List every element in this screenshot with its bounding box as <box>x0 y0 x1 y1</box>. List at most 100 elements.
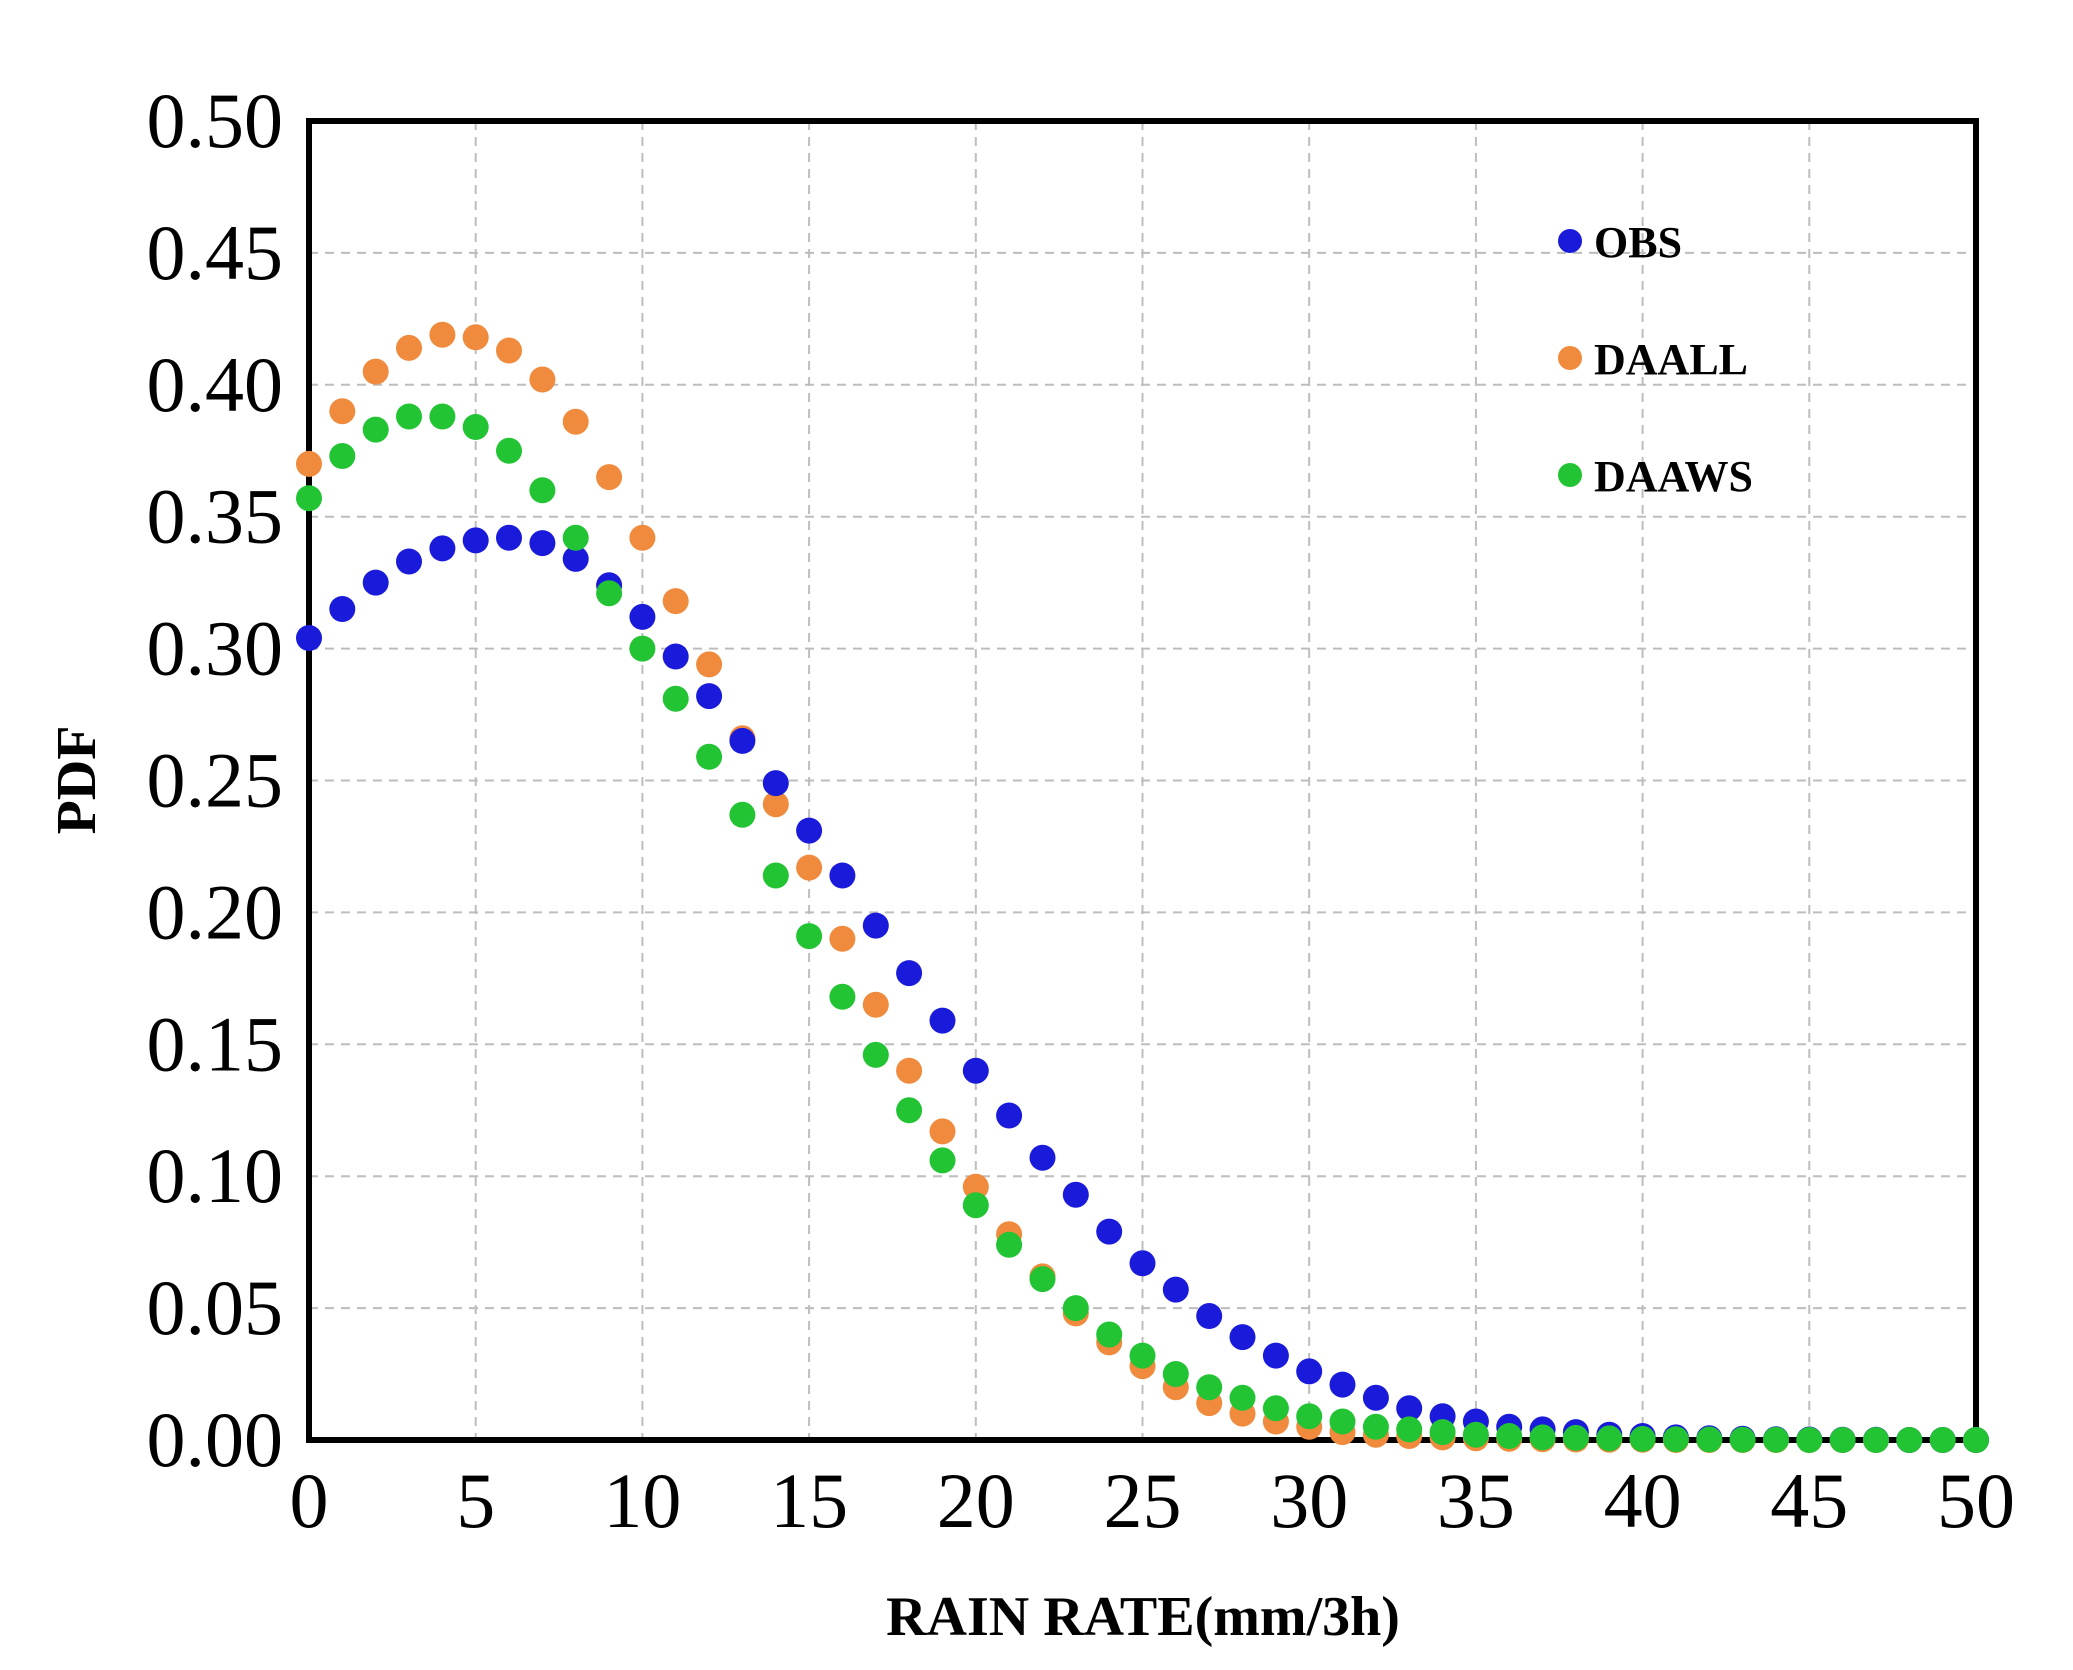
point-obs <box>929 1007 956 1034</box>
point-obs <box>1362 1384 1389 1411</box>
legend: OBS DAALL DAAWS <box>1558 218 1753 501</box>
point-daall <box>396 334 422 361</box>
point-daaws <box>762 862 789 889</box>
point-daall <box>762 791 789 818</box>
point-daaws <box>1329 1408 1356 1435</box>
point-daall <box>562 408 589 435</box>
x-axis-title: RAIN RATE(mm/3h) <box>886 1586 1400 1648</box>
y-tick-label: 0.10 <box>147 1132 284 1219</box>
point-daall <box>329 398 356 425</box>
point-daaws <box>496 437 522 464</box>
y-tick-label: 0.20 <box>147 868 284 955</box>
point-obs <box>329 596 356 622</box>
y-tick-labels: 0.00 0.05 0.10 0.15 0.20 0.25 0.30 0.35 0.40 0.45… <box>147 77 284 1483</box>
point-daaws <box>1162 1361 1189 1387</box>
point-daaws <box>429 403 456 430</box>
point-daaws <box>629 635 656 662</box>
x-tick-label: 30 <box>1270 1457 1348 1544</box>
point-daaws <box>1296 1403 1323 1430</box>
point-daaws <box>1429 1419 1456 1446</box>
point-obs <box>396 548 422 575</box>
point-daall <box>462 324 489 351</box>
point-obs <box>629 603 656 630</box>
point-obs <box>1162 1276 1189 1303</box>
point-daaws <box>1196 1374 1223 1401</box>
point-obs <box>562 545 589 572</box>
point-obs <box>1329 1371 1356 1398</box>
point-daall <box>529 366 556 393</box>
point-daaws <box>596 580 623 607</box>
x-tick-label: 40 <box>1604 1457 1682 1544</box>
point-daaws <box>396 403 422 430</box>
point-daaws <box>1496 1423 1523 1449</box>
point-obs <box>529 530 556 557</box>
point-daaws <box>1896 1427 1923 1453</box>
series-daaws <box>296 403 1989 1453</box>
legend-marker-daall <box>1558 346 1582 370</box>
point-daall <box>796 854 823 881</box>
point-daall <box>896 1057 923 1084</box>
x-tick-labels: 0 5 10 15 20 25 30 35 40 45 50 <box>290 1457 2016 1544</box>
point-daaws <box>329 443 356 469</box>
point-obs <box>829 862 856 889</box>
point-obs <box>429 535 456 562</box>
point-daaws <box>1629 1425 1656 1452</box>
y-tick-label: 0.45 <box>147 209 284 296</box>
legend-marker-daaws <box>1558 463 1582 487</box>
legend-item-daaws: DAAWS <box>1558 452 1753 501</box>
point-obs <box>862 912 889 939</box>
legend-label: OBS <box>1594 218 1682 267</box>
point-daaws <box>1863 1427 1889 1453</box>
point-obs <box>362 569 389 596</box>
point-daall <box>629 524 656 551</box>
point-daall <box>596 464 623 491</box>
point-daall <box>862 991 889 1018</box>
point-daaws <box>1262 1395 1289 1422</box>
x-tick-label: 25 <box>1104 1457 1182 1544</box>
point-daall <box>662 588 689 615</box>
point-daaws <box>1529 1424 1556 1451</box>
point-daaws <box>896 1097 923 1124</box>
point-obs <box>1062 1181 1089 1208</box>
point-daaws <box>296 485 322 512</box>
point-daall <box>496 337 522 364</box>
grid <box>309 121 1976 1440</box>
point-daaws <box>1763 1426 1789 1453</box>
point-daall <box>296 450 322 477</box>
point-daaws <box>929 1147 956 1174</box>
point-obs <box>496 524 522 551</box>
point-obs <box>1296 1358 1323 1385</box>
point-daall <box>696 651 723 678</box>
point-obs <box>896 960 923 987</box>
legend-marker-obs <box>1558 229 1582 253</box>
point-daaws <box>1596 1425 1623 1452</box>
point-daall <box>829 925 856 952</box>
point-obs <box>662 643 689 670</box>
data-marks <box>296 321 1989 1453</box>
y-tick-label: 0.50 <box>147 77 284 164</box>
point-obs <box>1262 1342 1289 1369</box>
x-tick-label: 0 <box>290 1457 329 1544</box>
point-obs <box>1129 1250 1156 1277</box>
y-tick-label: 0.35 <box>147 473 284 560</box>
point-daaws <box>562 524 589 551</box>
x-tick-label: 45 <box>1770 1457 1848 1544</box>
y-tick-label: 0.30 <box>147 605 284 692</box>
point-daaws <box>862 1041 889 1068</box>
y-tick-label: 0.05 <box>147 1264 284 1351</box>
plot-frame <box>306 118 1979 1443</box>
point-obs <box>1229 1324 1256 1351</box>
point-obs <box>729 727 756 754</box>
point-daaws <box>829 983 856 1010</box>
point-obs <box>996 1102 1023 1129</box>
point-daaws <box>996 1231 1023 1258</box>
point-daaws <box>1729 1426 1756 1453</box>
point-daaws <box>1362 1413 1389 1440</box>
point-daaws <box>1229 1384 1256 1411</box>
point-obs <box>762 770 789 797</box>
point-daaws <box>529 477 556 504</box>
point-daaws <box>1096 1321 1123 1348</box>
point-daaws <box>962 1192 989 1219</box>
legend-label: DAALL <box>1594 335 1748 384</box>
